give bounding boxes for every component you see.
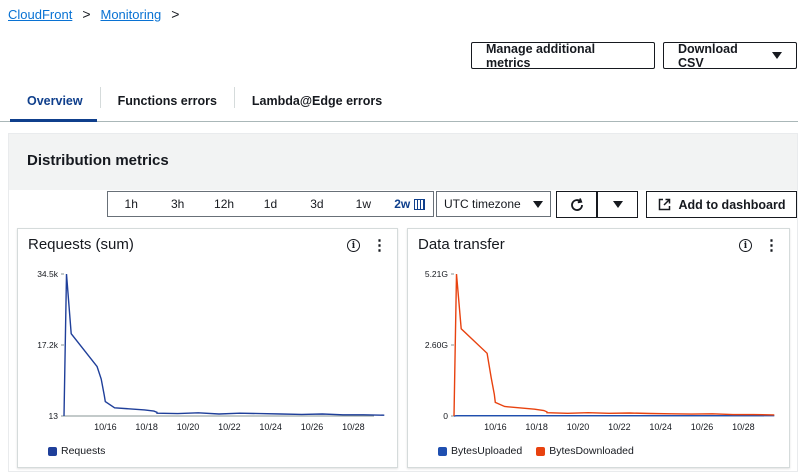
tab-functions-errors-label: Functions errors bbox=[117, 93, 217, 108]
x-tick-label: 10/26 bbox=[691, 422, 714, 432]
tab-overview-label: Overview bbox=[27, 93, 83, 108]
card-actions: i ⋮ bbox=[739, 238, 779, 253]
y-tick-label: 2.60G bbox=[425, 340, 448, 350]
add-to-dashboard-label: Add to dashboard bbox=[678, 197, 786, 212]
requests-legend: Requests bbox=[48, 445, 105, 457]
card-actions: i ⋮ bbox=[347, 238, 387, 253]
legend-swatch bbox=[536, 446, 546, 456]
legend-label: BytesUploaded bbox=[451, 445, 523, 457]
panel-title: Distribution metrics bbox=[27, 152, 169, 169]
manage-additional-metrics-button[interactable]: Manage additional metrics bbox=[471, 41, 655, 70]
breadcrumb: CloudFront > Monitoring > bbox=[8, 5, 179, 23]
data-transfer-chart-card: Data transfer i ⋮ 5.21G 2.60G 0 10/16 10/18 1… bbox=[407, 228, 790, 468]
x-tick-label: 10/26 bbox=[301, 422, 324, 432]
x-tick-label: 10/24 bbox=[259, 422, 282, 432]
legend-item-bytes-uploaded[interactable]: BytesUploaded bbox=[438, 445, 522, 457]
range-3d[interactable]: 3d bbox=[310, 197, 324, 211]
tab-divider bbox=[99, 87, 101, 108]
range-3h[interactable]: 3h bbox=[170, 197, 185, 211]
range-12h[interactable]: 12h bbox=[214, 197, 235, 211]
y-tick-label: 13 bbox=[49, 411, 59, 421]
x-tick-label: 10/18 bbox=[135, 422, 158, 432]
x-tick-label: 10/20 bbox=[177, 422, 200, 432]
x-tick-label: 10/28 bbox=[342, 422, 365, 432]
y-tick-label: 17.2k bbox=[37, 340, 59, 350]
tab-divider bbox=[233, 87, 235, 108]
legend-item-bytes-downloaded[interactable]: BytesDownloaded bbox=[536, 445, 634, 457]
x-tick-label: 10/28 bbox=[732, 422, 755, 432]
external-link-icon bbox=[658, 198, 670, 211]
y-tick-label: 0 bbox=[443, 411, 448, 421]
legend-swatch bbox=[48, 446, 57, 456]
chevron-right-icon: > bbox=[82, 6, 91, 22]
legend-label: Requests bbox=[61, 445, 106, 457]
x-tick-label: 10/22 bbox=[608, 422, 631, 432]
manage-metrics-label: Manage additional metrics bbox=[486, 41, 596, 70]
legend-swatch bbox=[438, 446, 447, 456]
tab-overview[interactable]: Overview bbox=[0, 80, 100, 122]
x-tick-label: 10/22 bbox=[218, 422, 241, 432]
range-2w[interactable]: 2w bbox=[387, 197, 433, 211]
breadcrumb-cloudfront-link[interactable]: CloudFront bbox=[8, 6, 73, 22]
range-2w-label: 2w bbox=[394, 197, 411, 211]
download-csv-label: Download CSV bbox=[678, 41, 738, 70]
requests-chart-svg: 34.5k 17.2k 13 10/16 10/18 10/20 10/22 10/24 10/… bbox=[37, 269, 385, 432]
timezone-select[interactable]: UTC timezone bbox=[436, 191, 551, 217]
timezone-label: UTC timezone bbox=[444, 197, 521, 211]
info-icon[interactable]: i bbox=[347, 239, 360, 252]
x-tick-label: 10/16 bbox=[94, 422, 117, 432]
x-tick-label: 10/18 bbox=[525, 422, 548, 432]
tab-functions-errors[interactable]: Functions errors bbox=[101, 80, 234, 121]
info-icon[interactable]: i bbox=[739, 239, 752, 252]
download-csv-button[interactable]: Download CSV bbox=[663, 41, 797, 70]
requests-chart-card: Requests (sum) i ⋮ 34.5k 17.2k 13 10/16 10/1… bbox=[17, 228, 398, 468]
kebab-icon[interactable]: ⋮ bbox=[372, 237, 387, 254]
y-tick-label: 34.5k bbox=[37, 269, 59, 279]
legend-item-requests[interactable]: Requests bbox=[48, 445, 105, 457]
tab-lambda-edge-errors-label: Lambda@Edge errors bbox=[251, 93, 383, 108]
range-1w[interactable]: 1w bbox=[355, 197, 371, 211]
legend-label: BytesDownloaded bbox=[549, 445, 634, 457]
chevron-right-icon: > bbox=[171, 6, 180, 22]
series-line-bytesdownloaded bbox=[453, 273, 775, 417]
kebab-icon[interactable]: ⋮ bbox=[764, 237, 779, 254]
caret-down-icon bbox=[533, 200, 543, 208]
data-transfer-chart-svg: 5.21G 2.60G 0 10/16 10/18 10/20 10/22 10/24 10/2… bbox=[425, 269, 775, 432]
time-range-selector: 1h 3h 12h 1d 3d 1w 2w bbox=[107, 191, 434, 217]
range-1h[interactable]: 1h bbox=[124, 197, 138, 211]
range-1d[interactable]: 1d bbox=[263, 197, 278, 211]
page-actions: Manage additional metrics Download CSV bbox=[471, 41, 797, 70]
requests-chart-title: Requests (sum) bbox=[28, 236, 134, 253]
refresh-icon bbox=[570, 197, 583, 211]
x-tick-label: 10/24 bbox=[649, 422, 672, 432]
refresh-button[interactable] bbox=[556, 191, 597, 218]
data-transfer-legend: BytesUploaded BytesDownloaded bbox=[438, 445, 634, 457]
x-tick-label: 10/20 bbox=[567, 422, 590, 432]
x-tick-label: 10/16 bbox=[484, 422, 507, 432]
caret-down-icon bbox=[612, 201, 623, 208]
add-to-dashboard-button[interactable]: Add to dashboard bbox=[646, 191, 797, 218]
tab-lambda-edge-errors[interactable]: Lambda@Edge errors bbox=[235, 80, 399, 121]
caret-down-icon bbox=[772, 52, 782, 59]
y-tick-label: 5.21G bbox=[425, 269, 448, 279]
data-transfer-chart-title: Data transfer bbox=[418, 236, 505, 253]
calendar-icon[interactable] bbox=[414, 198, 426, 210]
breadcrumb-monitoring-link[interactable]: Monitoring bbox=[100, 6, 162, 22]
tab-list: Overview Functions errors Lambda@Edge er… bbox=[0, 80, 798, 122]
series-line-requests bbox=[63, 273, 385, 417]
refresh-options-dropdown[interactable] bbox=[597, 191, 638, 218]
